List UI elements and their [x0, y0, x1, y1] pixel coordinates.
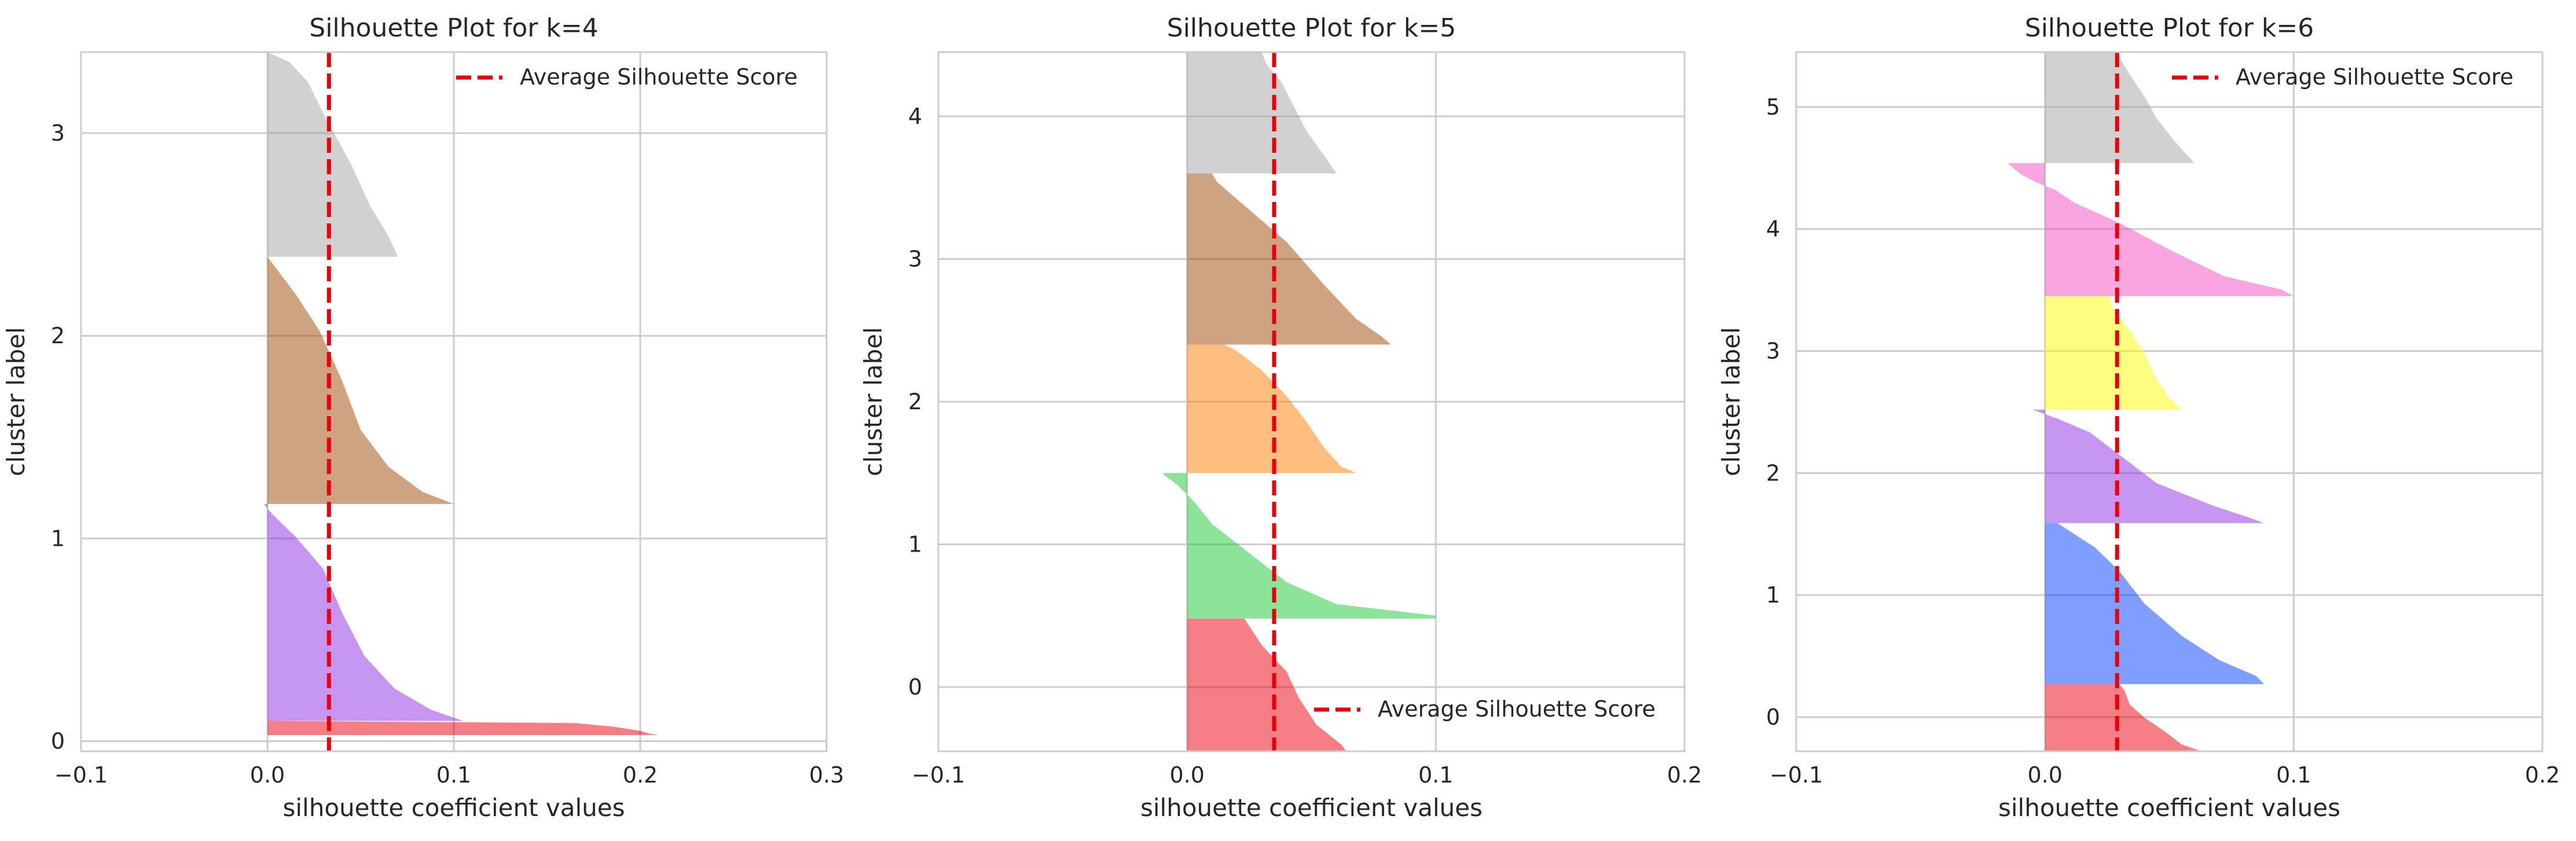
cluster-silhouette-0: [267, 721, 659, 735]
y-tick-label: 2: [51, 323, 65, 348]
cluster-silhouette-3: [1187, 173, 1391, 345]
x-tick-label: 0.1: [436, 762, 471, 788]
legend-label: Average Silhouette Score: [2236, 64, 2513, 90]
x-tick-label: −0.1: [1770, 762, 1823, 788]
x-axis-label: silhouette coefficient values: [1998, 794, 2340, 822]
y-tick-label: 3: [1766, 339, 1780, 364]
cluster-silhouette-0: [2045, 684, 2202, 751]
legend-label: Average Silhouette Score: [1378, 696, 1656, 722]
y-axis-label: cluster label: [1717, 327, 1745, 476]
plot-frame: [937, 51, 1686, 752]
x-tick-label: 0.1: [2276, 762, 2311, 788]
silhouette-chart-k5: Silhouette Plot for k=5 silhouette coeff…: [859, 13, 1702, 822]
y-axis-label: cluster label: [859, 327, 887, 476]
legend-label: Average Silhouette Score: [520, 64, 798, 90]
y-tick-label: 0: [1766, 704, 1780, 730]
cluster-silhouette-1: [1162, 473, 1436, 619]
y-tick-label: 3: [51, 120, 65, 146]
silhouette-chart-k4: Silhouette Plot for k=4 silhouette coeff…: [2, 13, 844, 822]
x-tick-label: 0.0: [250, 762, 285, 788]
cluster-silhouette-5: [2045, 52, 2195, 163]
plot-area: [937, 51, 1686, 752]
x-tick-label: 0.0: [2027, 762, 2062, 788]
cluster-silhouette-3: [2045, 296, 2182, 410]
y-tick-label: 0: [51, 728, 65, 754]
cluster-silhouette-3: [267, 52, 398, 257]
cluster-silhouette-2: [267, 256, 454, 504]
x-axis-label: silhouette coefficient values: [283, 794, 625, 822]
plot-area: [80, 51, 828, 752]
y-tick-label: 3: [908, 246, 922, 271]
plot-frame: [1795, 51, 2544, 752]
y-tick-label: 0: [908, 674, 922, 700]
x-tick-label: 0.2: [1667, 762, 1702, 788]
y-tick-label: 2: [1766, 460, 1780, 486]
x-tick-label: 0.1: [1418, 762, 1453, 788]
plot-frame: [80, 51, 828, 752]
chart-title: Silhouette Plot for k=6: [2025, 13, 2314, 43]
x-tick-label: −0.1: [54, 762, 108, 788]
x-tick-label: 0.2: [623, 762, 658, 788]
y-tick-label: 4: [908, 104, 922, 129]
plot-area: [1795, 51, 2544, 752]
y-tick-label: 1: [1766, 582, 1780, 608]
x-tick-label: 0.2: [2525, 762, 2560, 788]
x-tick-label: −0.1: [912, 762, 965, 788]
cluster-silhouette-2: [1187, 344, 1356, 473]
y-tick-label: 4: [1766, 216, 1780, 242]
x-tick-label: 0.3: [809, 762, 844, 788]
x-tick-label: 0.0: [1169, 762, 1204, 788]
x-axis-label: silhouette coefficient values: [1140, 794, 1483, 822]
cluster-silhouette-4: [2008, 163, 2294, 296]
cluster-silhouette-4: [1187, 52, 1337, 174]
chart-title: Silhouette Plot for k=4: [309, 13, 598, 43]
y-tick-label: 2: [908, 389, 922, 414]
cluster-silhouette-0: [1187, 618, 1346, 751]
y-tick-label: 1: [51, 526, 65, 551]
y-tick-label: 5: [1766, 94, 1780, 120]
cluster-silhouette-1: [2045, 523, 2264, 684]
cluster-silhouette-2: [2032, 409, 2264, 523]
y-axis-label: cluster label: [2, 327, 30, 476]
chart-title: Silhouette Plot for k=5: [1167, 13, 1456, 43]
y-tick-label: 1: [908, 532, 922, 557]
cluster-silhouette-1: [263, 504, 464, 721]
silhouette-chart-k6: Silhouette Plot for k=6 silhouette coeff…: [1717, 13, 2560, 822]
